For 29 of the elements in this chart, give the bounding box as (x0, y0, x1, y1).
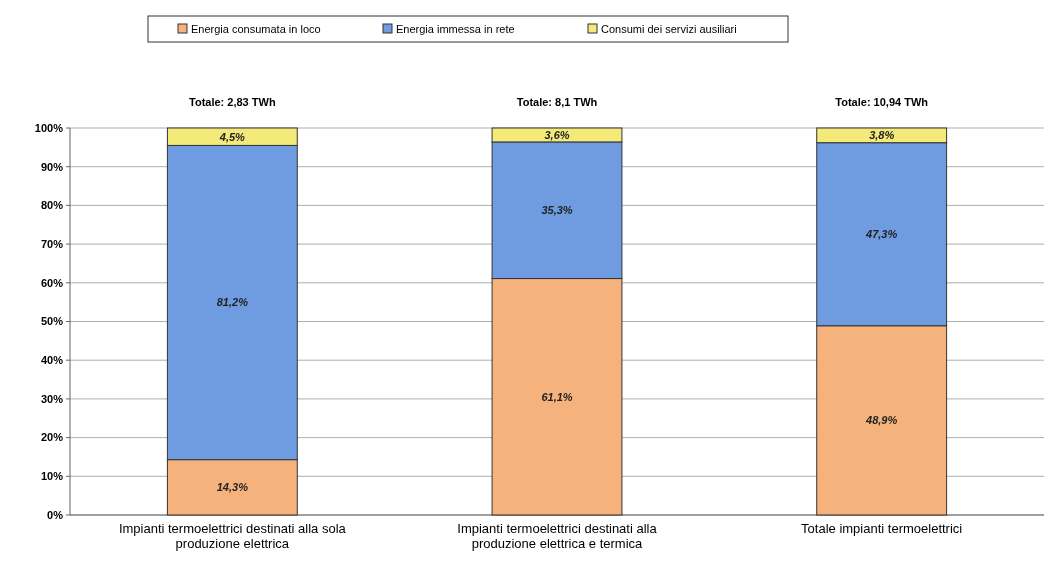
y-tick-label: 80% (40, 199, 64, 212)
data-label: 35,3% (541, 204, 573, 217)
data-label: 4,5% (218, 130, 246, 143)
y-tick-label: 60% (40, 276, 64, 289)
y-tick-label: 10% (40, 470, 64, 483)
data-label: 3,6% (544, 128, 570, 141)
y-tick-label: 90% (40, 160, 64, 173)
y-tick-label: 30% (40, 392, 64, 405)
annotation: Totale: 8,1 TWh (516, 96, 598, 108)
y-tick-label: 70% (40, 237, 64, 250)
legend-label: Consumi dei servizi ausiliari (601, 22, 737, 35)
data-label: 81,2% (216, 296, 249, 309)
annotation: Totale: 2,83 TWh (189, 96, 276, 108)
y-tick-label: 20% (40, 431, 64, 444)
y-tick-label: 40% (40, 354, 64, 367)
x-tick-label: Impianti termoelettrici destinati alla sola produzione elettrica (118, 521, 347, 551)
legend-label: Energia immessa in rete (396, 22, 515, 35)
data-label: 47,3% (865, 228, 898, 241)
y-tick-label: 50% (40, 315, 64, 328)
data-label: 14,3% (216, 481, 249, 494)
x-tick-label: Totale impianti termoelettrici (801, 521, 963, 536)
y-tick-label: 0% (47, 508, 64, 521)
data-label: 48,9% (865, 414, 898, 427)
data-label: 3,8% (869, 129, 895, 142)
data-label: 61,1% (541, 390, 573, 403)
y-tick-label: 100% (34, 121, 64, 134)
x-tick-label: Impianti termoelettrici destinati alla produzione elettrica e termica (457, 521, 658, 551)
annotation: Totale: 10,94 TWh (835, 96, 929, 108)
legend-label: Energia consumata in loco (191, 22, 321, 35)
